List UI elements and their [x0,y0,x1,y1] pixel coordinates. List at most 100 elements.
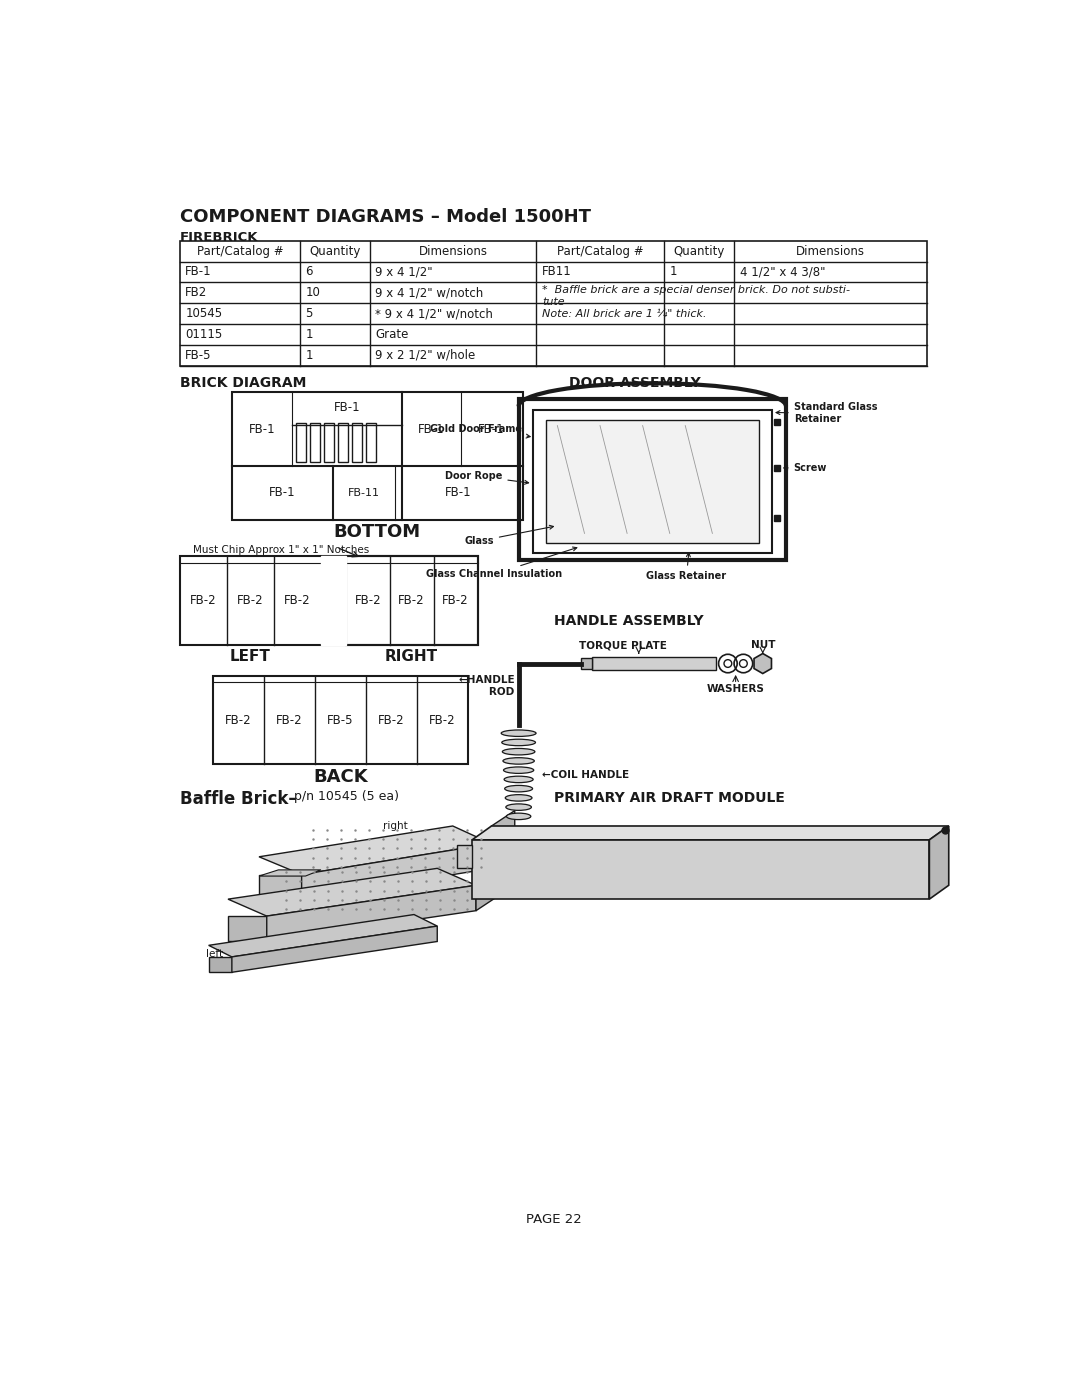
Text: COMPONENT DIAGRAMS – Model 1500HT: COMPONENT DIAGRAMS – Model 1500HT [180,208,591,226]
Polygon shape [208,957,232,972]
Bar [324,423,334,462]
Bar [755,854,794,880]
Text: WASHERS: WASHERS [706,685,765,694]
Text: Grate: Grate [375,328,408,341]
Text: Must Chip Approx 1" x 1" Notches: Must Chip Approx 1" x 1" Notches [193,545,369,555]
Bar [532,411,772,553]
Bar [213,676,469,764]
Text: left: left [206,949,224,960]
Text: FB-2: FB-2 [284,594,311,608]
Text: ←HANDLE
   ROD: ←HANDLE ROD [458,675,515,697]
Text: Quantity: Quantity [674,244,725,257]
Text: Part/Catalog #: Part/Catalog # [557,244,644,257]
Text: LEFT: LEFT [230,648,271,664]
Bar [366,423,376,462]
Bar [581,658,592,669]
Polygon shape [232,926,437,972]
Bar [338,423,348,462]
Ellipse shape [504,777,534,782]
Bar [654,854,693,880]
Bar [296,423,307,462]
Text: Screw: Screw [784,462,827,474]
Bar [346,556,477,645]
Text: HANDLE ASSEMBLY: HANDLE ASSEMBLY [554,615,703,629]
Bar [503,854,542,880]
Text: PRIMARY AIR DRAFT MODULE: PRIMARY AIR DRAFT MODULE [554,791,784,805]
Text: FB11: FB11 [542,265,571,278]
Polygon shape [228,916,267,942]
Text: FB-2: FB-2 [238,594,264,608]
Text: RIGHT: RIGHT [386,648,438,664]
Polygon shape [754,654,771,673]
Polygon shape [491,835,515,869]
Polygon shape [457,845,472,869]
Text: Gold Door Frame: Gold Door Frame [430,425,530,439]
Bar [704,854,743,880]
Text: FB-1: FB-1 [269,486,296,499]
Text: Door Rope: Door Rope [445,471,528,485]
Text: 10545: 10545 [186,307,222,320]
Text: FB-2: FB-2 [225,714,252,726]
Ellipse shape [502,739,536,746]
Text: Standard Glass
Retainer: Standard Glass Retainer [777,402,877,425]
Text: NUT: NUT [751,640,775,651]
Ellipse shape [503,767,534,774]
Bar [518,398,786,560]
Text: BOTTOM: BOTTOM [334,524,421,542]
Bar [352,423,362,462]
Text: FB-1: FB-1 [248,422,275,436]
Text: 01115: 01115 [186,328,222,341]
Text: Glass Retainer: Glass Retainer [647,553,727,581]
Text: right: right [383,820,408,831]
Polygon shape [228,869,476,916]
Ellipse shape [504,785,532,792]
Text: 4 1/2" x 4 3/8": 4 1/2" x 4 3/8" [740,265,825,278]
Text: BRICK DIAGRAM: BRICK DIAGRAM [180,376,307,390]
Polygon shape [476,870,499,911]
Text: FB-2: FB-2 [430,714,456,726]
Text: FIREBRICK: FIREBRICK [180,231,258,244]
Text: Note: All brick are 1 ¼" thick.: Note: All brick are 1 ¼" thick. [542,309,706,319]
Bar [321,556,346,645]
Polygon shape [208,915,437,957]
Text: FB2: FB2 [186,286,207,299]
Text: FB-2: FB-2 [354,594,381,608]
Text: FB-5: FB-5 [186,349,212,362]
Text: 1: 1 [670,265,677,278]
Text: FB-1: FB-1 [445,486,472,499]
Text: Glass: Glass [464,525,553,546]
Bar [545,420,759,543]
Text: 5: 5 [306,307,313,320]
Text: Dimensions: Dimensions [419,244,488,257]
Bar [180,240,927,366]
Text: 9 x 4 1/2": 9 x 4 1/2" [375,265,433,278]
Text: ←COIL HANDLE: ←COIL HANDLE [542,770,629,780]
Polygon shape [267,886,476,942]
Text: TORQUE PLATE: TORQUE PLATE [579,640,667,651]
Text: PAGE 22: PAGE 22 [526,1213,581,1225]
Text: 1: 1 [306,328,313,341]
Text: 9 x 2 1/2" w/hole: 9 x 2 1/2" w/hole [375,349,475,362]
Polygon shape [491,810,515,844]
Text: * 9 x 4 1/2" w/notch: * 9 x 4 1/2" w/notch [375,307,494,320]
Bar [310,423,321,462]
Text: Dimensions: Dimensions [796,244,865,257]
Text: FB-1: FB-1 [334,401,361,415]
Text: 9 x 4 1/2" w/notch: 9 x 4 1/2" w/notch [375,286,484,299]
Text: FB-1: FB-1 [418,422,445,436]
Text: FB-1: FB-1 [186,265,212,278]
Bar [232,393,523,520]
Text: FB-5: FB-5 [327,714,353,726]
Text: FB-2: FB-2 [378,714,405,726]
Text: *  Baffle brick are a special denser brick. Do not substi-
tute: * Baffle brick are a special denser bric… [542,285,850,307]
Text: Baffle Brick–: Baffle Brick– [180,789,297,807]
Text: Quantity: Quantity [309,244,361,257]
Text: 10: 10 [306,286,321,299]
Polygon shape [259,875,301,900]
Text: 1: 1 [306,349,313,362]
Bar [180,556,477,645]
Ellipse shape [501,731,536,736]
Polygon shape [259,870,321,876]
Bar [604,854,643,880]
Text: FB-2: FB-2 [443,594,469,608]
